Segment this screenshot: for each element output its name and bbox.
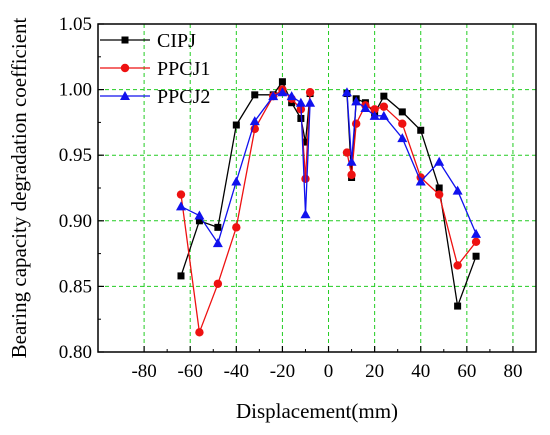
x-tick-label: -80 <box>131 361 156 382</box>
triangle-marker <box>268 91 279 101</box>
tick-labels: -80 -60 -40 -20 0 20 40 60 80 0.80 0.85 0.90 0.95 1.0… <box>59 14 523 382</box>
circle-marker <box>120 63 130 73</box>
circle-marker <box>398 119 407 128</box>
grid <box>98 24 536 352</box>
series-line-cipj <box>346 93 477 309</box>
square-marker <box>472 252 480 260</box>
circle-marker <box>347 170 356 180</box>
triangle-marker <box>305 97 316 107</box>
legend-item-ppcj2: PPCJ2 <box>100 86 210 108</box>
y-tick-label: 1.00 <box>59 80 92 101</box>
y-tick-label: 0.85 <box>59 276 92 297</box>
series-group <box>175 78 482 337</box>
square-marker <box>121 36 129 44</box>
circle-marker <box>176 190 186 199</box>
x-tick-label: 40 <box>411 361 430 382</box>
triangle-marker <box>194 210 205 220</box>
y-tick-label: 0.90 <box>59 211 92 232</box>
legend: CIPJ PPCJ1 PPCJ2 <box>100 30 210 108</box>
circle-marker <box>370 105 379 114</box>
square-marker <box>454 302 462 310</box>
triangle-marker <box>346 156 357 166</box>
y-axis-label: Bearing capacity degradation coefficient <box>7 17 31 358</box>
triangle-marker <box>369 110 380 120</box>
square-marker <box>435 184 443 192</box>
circle-marker <box>232 223 241 232</box>
square-marker <box>398 108 406 116</box>
legend-label-cipj: CIPJ <box>157 30 196 52</box>
triangle-marker <box>300 209 311 219</box>
triangle-marker <box>378 110 389 120</box>
legend-label-ppcj1: PPCJ1 <box>157 58 210 80</box>
legend-item-cipj: CIPJ <box>100 30 196 52</box>
square-marker <box>232 121 240 129</box>
circle-marker <box>351 119 361 128</box>
plot-frame <box>97 23 537 353</box>
circle-marker <box>195 328 204 337</box>
triangle-marker <box>286 91 297 101</box>
series-ppcj2 <box>175 87 482 248</box>
y-tick-label: 1.05 <box>59 14 92 35</box>
triangle-marker <box>397 133 408 143</box>
circle-marker <box>471 237 481 246</box>
square-marker <box>177 272 185 280</box>
triangle-marker <box>175 201 186 211</box>
x-tick-label: 60 <box>457 361 476 382</box>
x-axis-label: Displacement(mm) <box>236 399 398 423</box>
square-marker <box>380 92 388 100</box>
triangle-marker <box>351 96 362 106</box>
triangle-marker <box>249 116 260 126</box>
circle-marker <box>305 88 315 97</box>
axis-ticks <box>98 23 514 353</box>
circle-marker <box>379 102 389 111</box>
circle-marker <box>342 148 352 157</box>
triangle-marker <box>434 156 445 166</box>
square-marker <box>251 91 259 99</box>
y-tick-label: 0.80 <box>59 342 92 363</box>
square-marker <box>278 78 286 86</box>
square-marker <box>214 223 222 231</box>
x-tick-label: -20 <box>270 361 295 382</box>
triangle-marker <box>120 91 130 100</box>
triangle-marker <box>360 102 371 112</box>
square-marker <box>195 217 203 225</box>
x-tick-label: 20 <box>365 361 384 382</box>
square-marker <box>417 126 425 134</box>
circle-marker <box>453 261 462 270</box>
y-tick-label: 0.95 <box>59 145 92 166</box>
x-tick-label: -60 <box>178 361 203 382</box>
triangle-marker <box>277 87 288 97</box>
triangle-marker <box>452 185 463 195</box>
triangle-marker <box>471 228 482 238</box>
circle-marker <box>434 190 444 199</box>
square-marker <box>301 138 309 146</box>
series-line-ppcj1 <box>346 104 477 267</box>
series-line-ppcj1 <box>180 88 311 333</box>
circle-marker <box>301 174 310 184</box>
triangle-marker <box>341 87 352 97</box>
x-tick-label: 80 <box>503 361 522 382</box>
triangle-marker <box>295 97 306 107</box>
series-line-ppcj2 <box>346 92 477 235</box>
legend-label-ppcj2: PPCJ2 <box>157 86 210 108</box>
triangle-marker <box>231 176 242 186</box>
triangle-marker <box>212 238 223 248</box>
legend-item-ppcj1: PPCJ1 <box>100 58 210 80</box>
triangle-marker <box>415 176 426 186</box>
circle-marker <box>213 279 223 288</box>
x-tick-label: -40 <box>224 361 249 382</box>
x-tick-label: 0 <box>324 361 334 382</box>
